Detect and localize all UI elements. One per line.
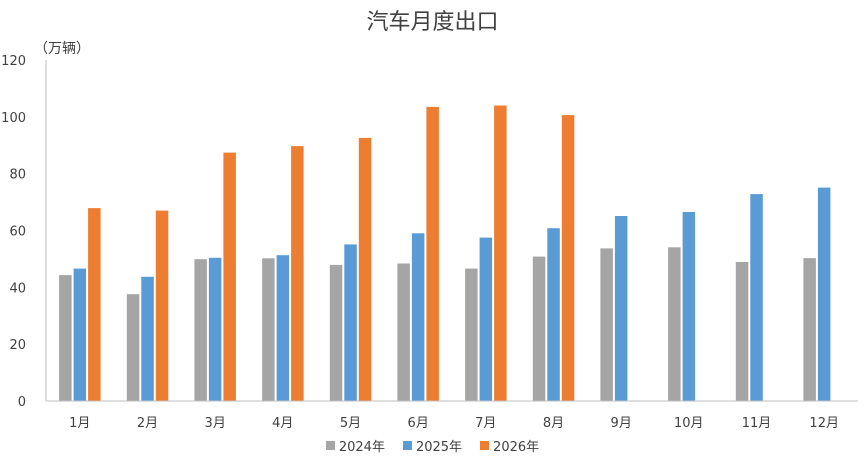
bar-2024年-6月 bbox=[397, 263, 410, 401]
y-tick-label: 20 bbox=[9, 338, 26, 353]
x-tick-label: 4月 bbox=[272, 416, 293, 431]
legend-label: 2025年 bbox=[415, 440, 463, 455]
x-tick-label: 5月 bbox=[340, 416, 361, 431]
legend-item: 2024年 bbox=[325, 436, 385, 455]
legend-item: 2025年 bbox=[402, 436, 463, 455]
bar-2026年-5月 bbox=[358, 137, 372, 401]
y-tick-label: 60 bbox=[9, 225, 26, 240]
legend-swatch bbox=[480, 441, 490, 450]
x-axis: 1月 2月 3月 4月 5月 6月 7月 8月 9月 10月 11月 12月 bbox=[69, 416, 839, 431]
y-unit-label: （万辆） bbox=[34, 41, 90, 57]
bar-2024年-12月 bbox=[803, 258, 816, 401]
bar-2026年-3月 bbox=[223, 152, 236, 401]
x-tick-label: 11月 bbox=[742, 416, 772, 431]
bar-2025年-9月 bbox=[614, 216, 628, 401]
bar-2026年-7月 bbox=[494, 105, 507, 401]
bar-2026年-4月 bbox=[291, 146, 304, 401]
bar-2025年-7月 bbox=[479, 237, 493, 401]
bar-2025年-5月 bbox=[344, 244, 357, 401]
x-tick-label: 7月 bbox=[475, 416, 496, 431]
bar-2026年-6月 bbox=[426, 106, 439, 402]
y-tick-label: 120 bbox=[1, 54, 26, 69]
bar-2025年-6月 bbox=[411, 233, 425, 401]
bar-2026年-1月 bbox=[88, 208, 101, 401]
bar-2025年-11月 bbox=[750, 194, 763, 401]
bar-2024年-2月 bbox=[126, 294, 140, 401]
legend-label: 2024年 bbox=[338, 440, 385, 455]
x-tick-label: 1月 bbox=[69, 416, 90, 431]
y-axis: 0 20 40 60 80 100 120 bbox=[1, 54, 26, 410]
y-tick-label: 100 bbox=[1, 111, 26, 126]
bar-2025年-2月 bbox=[141, 276, 154, 401]
y-tick-label: 40 bbox=[9, 281, 26, 296]
bar-2024年-9月 bbox=[600, 248, 613, 401]
bar-2024年-3月 bbox=[194, 259, 207, 401]
bar-2025年-3月 bbox=[208, 257, 222, 401]
bar-2025年-4月 bbox=[276, 255, 290, 401]
x-tick-label: 3月 bbox=[205, 416, 226, 431]
legend-swatch bbox=[325, 441, 335, 450]
legend-swatch bbox=[402, 441, 412, 450]
y-tick-label: 80 bbox=[9, 168, 26, 183]
bar-2026年-8月 bbox=[561, 115, 575, 401]
x-tick-label: 6月 bbox=[408, 416, 429, 431]
y-tick-label: 0 bbox=[18, 395, 26, 410]
bar-2026年-2月 bbox=[155, 210, 169, 401]
bar-2025年-12月 bbox=[817, 187, 831, 401]
bar-2024年-11月 bbox=[735, 262, 749, 401]
x-tick-label: 2月 bbox=[137, 416, 158, 431]
x-tick-label: 12月 bbox=[809, 416, 839, 431]
x-tick-label: 9月 bbox=[611, 416, 632, 431]
bar-2025年-10月 bbox=[682, 212, 696, 401]
chart-title: 汽车月度出口 bbox=[366, 10, 499, 35]
legend: 2024年 2025年 2026年 bbox=[0, 436, 865, 455]
bar-2024年-1月 bbox=[59, 275, 72, 401]
x-tick-label: 8月 bbox=[543, 416, 564, 431]
legend-item: 2026年 bbox=[480, 436, 539, 455]
bar-2025年-1月 bbox=[73, 268, 87, 401]
bar-2024年-7月 bbox=[465, 268, 478, 401]
bar-2024年-10月 bbox=[668, 247, 681, 401]
x-tick-label: 10月 bbox=[674, 416, 704, 431]
bar-2024年-5月 bbox=[329, 264, 343, 401]
bars-group bbox=[59, 105, 831, 402]
bar-2025年-8月 bbox=[547, 228, 560, 401]
legend-label: 2026年 bbox=[493, 440, 540, 455]
bar-2024年-4月 bbox=[262, 258, 275, 401]
bar-2024年-8月 bbox=[532, 256, 546, 401]
